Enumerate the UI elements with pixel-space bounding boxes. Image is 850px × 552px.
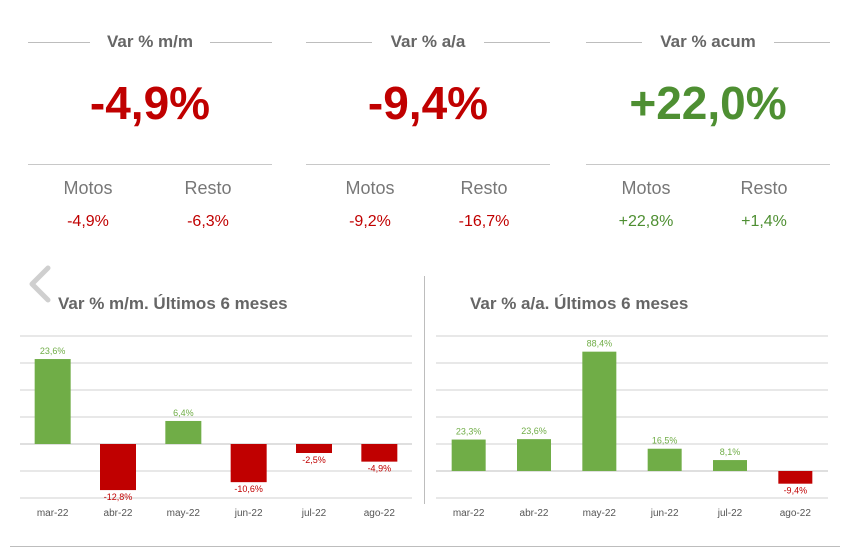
data-label: -9,4% xyxy=(784,486,808,496)
bar-ago-22 xyxy=(361,444,398,462)
chart-divider xyxy=(424,276,425,504)
kpi-header: Var % a/a xyxy=(306,28,550,58)
kpi-value: +22,0% xyxy=(629,77,787,129)
kpi-separator xyxy=(306,164,550,165)
kpi-sub-resto: Resto +1,4% xyxy=(704,178,824,231)
chart-title-aa: Var % a/a. Últimos 6 meses xyxy=(470,294,689,313)
bar-jul-22 xyxy=(713,460,747,471)
chart-var-mm: 23,6% mar-22 -12,8% abr-22 6,4% may-22 -10,6% j… xyxy=(20,335,412,519)
header-rule-left xyxy=(586,42,642,43)
data-label: -4,9% xyxy=(368,464,392,474)
sub-label: Resto xyxy=(740,178,788,198)
tick-label: ago-22 xyxy=(364,508,396,519)
sub-value: +22,8% xyxy=(618,213,674,230)
data-label: -12,8% xyxy=(104,492,133,502)
kpi-sub-resto: Resto -16,7% xyxy=(424,178,544,231)
sub-label: Motos xyxy=(621,178,671,198)
kpi-title: Var % a/a xyxy=(382,32,474,51)
data-label: 8,1% xyxy=(720,447,741,457)
tick-label: may-22 xyxy=(167,508,201,519)
chevron-left-icon xyxy=(27,263,53,305)
tick-label: jun-22 xyxy=(234,508,263,519)
kpi-sub-motos: Motos +22,8% xyxy=(586,178,706,231)
bar-ago-22 xyxy=(778,471,813,484)
data-label: 16,5% xyxy=(652,436,678,446)
kpi-sub-motos: Motos -9,2% xyxy=(310,178,430,231)
kpi-sub-resto: Resto -6,3% xyxy=(148,178,268,231)
kpi-var-mm: Var % m/m -4,9% Motos -4,9% Resto -6,3% xyxy=(28,0,272,240)
tick-label: jul-22 xyxy=(301,508,327,519)
sub-label: Motos xyxy=(345,178,395,198)
bar-jun-22 xyxy=(230,444,267,483)
data-label: -10,6% xyxy=(234,484,263,494)
header-rule-right xyxy=(484,42,550,43)
header-rule-left xyxy=(306,42,372,43)
kpi-sub-motos: Motos -4,9% xyxy=(28,178,148,231)
data-label: 88,4% xyxy=(587,339,613,349)
kpi-separator xyxy=(28,164,272,165)
sub-label: Motos xyxy=(63,178,113,198)
data-label: 6,4% xyxy=(173,408,194,418)
tick-label: may-22 xyxy=(583,508,617,519)
tick-label: abr-22 xyxy=(520,508,549,519)
kpi-header: Var % m/m xyxy=(28,28,272,58)
tick-label: mar-22 xyxy=(37,508,69,519)
chart-title-mm: Var % m/m. Últimos 6 meses xyxy=(58,294,288,313)
sub-value: +1,4% xyxy=(741,213,787,230)
sub-value: -9,2% xyxy=(349,213,391,230)
tick-label: jul-22 xyxy=(717,508,743,519)
kpi-title: Var % m/m xyxy=(99,32,201,51)
kpi-var-acum: Var % acum +22,0% Motos +22,8% Resto +1,… xyxy=(586,0,830,240)
tick-label: jun-22 xyxy=(650,508,679,519)
kpi-var-aa: Var % a/a -9,4% Motos -9,2% Resto -16,7% xyxy=(306,0,550,240)
sub-value: -6,3% xyxy=(187,213,229,230)
bar-mar-22 xyxy=(451,439,486,471)
kpi-separator xyxy=(586,164,830,165)
bar-mar-22 xyxy=(34,359,71,444)
sub-value: -16,7% xyxy=(458,213,510,230)
tick-label: ago-22 xyxy=(780,508,812,519)
header-rule-right xyxy=(210,42,272,43)
tick-label: abr-22 xyxy=(104,508,133,519)
kpi-value: -9,4% xyxy=(367,77,489,129)
sub-value: -4,9% xyxy=(67,213,109,230)
data-label: 23,6% xyxy=(40,346,66,356)
bar-abr-22 xyxy=(517,439,551,471)
kpi-title: Var % acum xyxy=(652,32,764,51)
carousel-prev-button[interactable] xyxy=(24,262,60,306)
header-rule-right xyxy=(774,42,830,43)
bar-may-22 xyxy=(165,420,202,444)
kpi-value: -4,9% xyxy=(89,77,211,129)
data-label: 23,6% xyxy=(521,426,547,436)
bar-jun-22 xyxy=(647,448,682,471)
data-label: 23,3% xyxy=(456,427,482,437)
kpi-header: Var % acum xyxy=(586,28,830,58)
bar-may-22 xyxy=(582,351,617,471)
tick-label: mar-22 xyxy=(453,508,485,519)
data-label: -2,5% xyxy=(302,455,326,465)
bar-jul-22 xyxy=(296,444,332,453)
bar-abr-22 xyxy=(100,444,136,491)
bottom-rule xyxy=(10,546,840,547)
sub-label: Resto xyxy=(184,178,232,198)
sub-label: Resto xyxy=(460,178,508,198)
header-rule-left xyxy=(28,42,90,43)
chart-var-aa: 23,3% mar-22 23,6% abr-22 88,4% may-22 16,5% ju… xyxy=(436,335,828,519)
